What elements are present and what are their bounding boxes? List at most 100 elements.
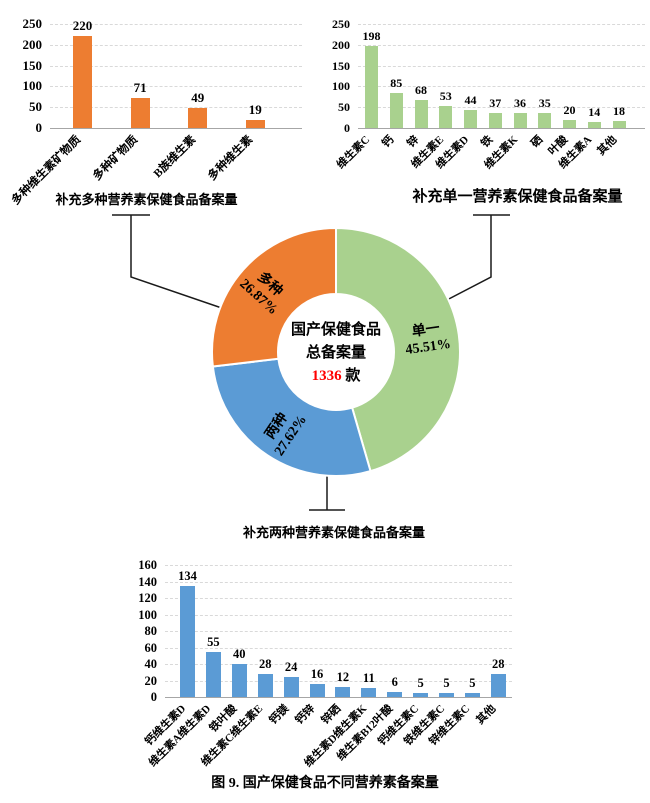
bar: [414, 99, 428, 128]
bar: [538, 113, 552, 128]
bar-value-label: 35: [538, 96, 551, 111]
y-tick-label: 20: [144, 673, 158, 688]
bar: [587, 122, 601, 128]
gridline: [165, 598, 512, 599]
bar-value-label: 12: [336, 670, 350, 685]
y-tick-label: 100: [138, 607, 157, 622]
bar-value-label: 6: [391, 675, 398, 690]
bar: [245, 120, 265, 128]
gridline: [50, 24, 302, 25]
donut-center-line1: 国产保健食品: [290, 322, 381, 338]
y-tick-label: 80: [144, 624, 158, 638]
gridline: [165, 680, 512, 682]
bar-value-label: 19: [248, 102, 262, 118]
y-tick-label: 0: [150, 690, 157, 704]
donut-slice-两种: [211, 357, 372, 477]
gridline: [50, 44, 302, 46]
y-tick-label: 160: [138, 558, 157, 572]
y-tick-label: 120: [138, 591, 157, 605]
gridline: [358, 44, 645, 46]
y-tick-label: 200: [332, 37, 350, 52]
y-tick-label: 200: [22, 36, 43, 52]
gridline: [50, 86, 302, 88]
bar: [488, 112, 502, 128]
bar: [464, 109, 477, 128]
gridline: [165, 647, 512, 649]
bar: [361, 687, 377, 697]
gridline: [165, 581, 512, 583]
bar-value-label: 18: [613, 103, 625, 118]
bar-value-label: 5: [417, 675, 424, 690]
gridline: [165, 631, 512, 632]
bar-value-label: 55: [207, 634, 220, 649]
bar: [309, 683, 325, 697]
figure-caption: 图 9. 国产保健食品不同营养素备案量: [211, 776, 439, 791]
bar: [563, 119, 576, 128]
bar: [231, 664, 247, 697]
bar: [180, 586, 195, 697]
gridline: [358, 65, 645, 67]
bar-value-label: 36: [514, 96, 526, 111]
y-tick-label: 150: [332, 58, 350, 73]
bar: [464, 692, 480, 697]
y-tick-label: 100: [332, 79, 350, 94]
bar-value-label: 53: [439, 88, 452, 103]
bar-value-label: 24: [284, 660, 298, 675]
bar-value-label: 28: [492, 656, 505, 671]
bar-value-label: 37: [489, 95, 502, 110]
bar-value-label: 5: [469, 675, 476, 690]
y-tick-label: 100: [22, 78, 43, 94]
bar-value-label: 85: [390, 75, 403, 90]
donut-center-line2: 总备案量: [305, 345, 366, 361]
bar: [73, 36, 92, 128]
donut-slice-单一: [335, 226, 461, 473]
bar: [513, 113, 527, 128]
gridline: [358, 107, 645, 109]
bar: [130, 98, 150, 128]
donut-chart: [211, 226, 461, 477]
label-box-multi-nutrient: 补充多种营养素保健食品备案量: [55, 192, 238, 207]
gridline: [50, 107, 302, 109]
y-tick-label: 250: [22, 16, 43, 31]
bar-value-label: 5: [443, 675, 450, 690]
bar-value-label: 28: [258, 656, 272, 671]
bar-value-label: 68: [415, 82, 427, 97]
gridline: [358, 24, 645, 25]
donut-center-count-line: 1336 款: [266, 365, 406, 388]
y-tick-label: 60: [144, 640, 158, 655]
bar: [365, 45, 378, 128]
bar-value-label: 71: [133, 80, 147, 96]
bar: [335, 687, 351, 697]
gridline: [50, 65, 302, 67]
bar: [439, 692, 454, 697]
bar-value-label: 16: [310, 666, 324, 681]
x-axis-line: [165, 697, 512, 698]
bar: [612, 120, 626, 128]
x-axis-line: [50, 128, 302, 129]
y-tick-label: 50: [29, 99, 42, 115]
connector-multi: [112, 214, 249, 318]
gridline: [358, 86, 645, 88]
y-tick-label: 250: [332, 17, 350, 31]
bar-value-label: 11: [362, 670, 375, 685]
bar: [439, 105, 453, 128]
y-tick-label: 140: [138, 574, 157, 589]
gridline: [165, 664, 512, 665]
bar-value-label: 198: [362, 28, 381, 43]
label-box-two-nutrient: 补充两种营养素保健食品备案量: [242, 524, 425, 540]
bar: [257, 673, 273, 697]
bar-value-label: 14: [588, 105, 601, 120]
bar: [389, 92, 403, 128]
count-unit: 款: [341, 368, 361, 384]
x-axis-line: [358, 128, 645, 129]
donut-center-text: 国产保健食品 总备案量 1336 款: [266, 319, 406, 388]
y-tick-label: 150: [22, 57, 43, 73]
bar-value-label: 49: [191, 89, 205, 105]
bar-value-label: 220: [72, 18, 93, 34]
y-tick-label: 0: [344, 121, 350, 135]
bar: [387, 692, 403, 697]
y-tick-label: 0: [35, 120, 43, 135]
bar: [490, 673, 506, 697]
bar: [283, 677, 299, 697]
